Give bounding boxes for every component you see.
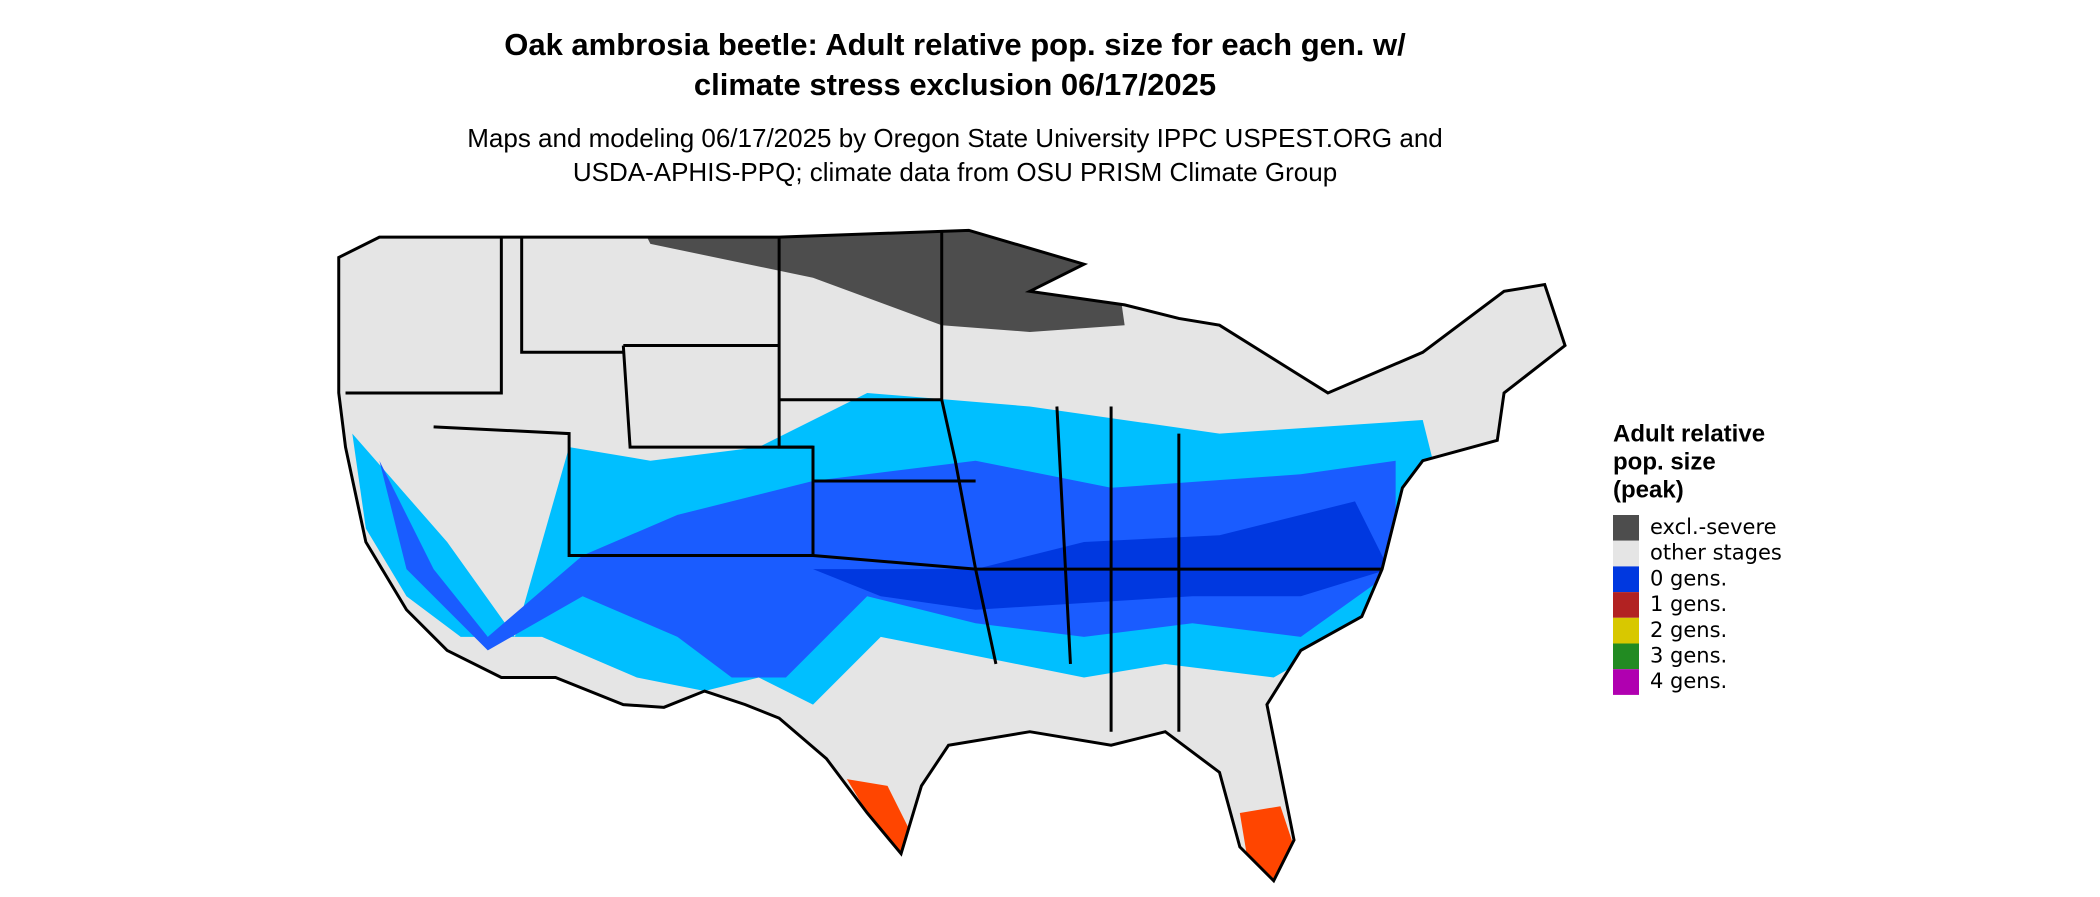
- legend-swatch: [1613, 617, 1639, 644]
- legend-label: 4 gens.: [1650, 669, 1727, 693]
- mid-activity-region: [379, 460, 1396, 678]
- subtitle: Maps and modeling 06/17/2025 by Oregon S…: [467, 123, 1443, 153]
- legend-swatch: [1613, 669, 1639, 695]
- legend-swatch: [1613, 540, 1639, 567]
- us-map: [337, 228, 1567, 883]
- map-layers: [352, 230, 1437, 881]
- gens-region: [846, 779, 922, 857]
- legend-swatch: [1613, 643, 1639, 670]
- legend-title: pop. size: [1613, 448, 1716, 475]
- legend-label: 2 gens.: [1650, 618, 1727, 642]
- legend-label: 3 gens.: [1650, 644, 1727, 668]
- legend-swatch: [1613, 592, 1639, 618]
- subtitle: USDA-APHIS-PPQ; climate data from OSU PR…: [573, 157, 1337, 187]
- zero-gens-region: [813, 501, 1389, 610]
- legend-title: Adult relative: [1613, 420, 1765, 447]
- legend-label: other stages: [1650, 541, 1782, 565]
- legend-label: 1 gens.: [1650, 592, 1727, 616]
- legend-title: (peak): [1613, 476, 1684, 503]
- excluded-region: [643, 230, 1125, 332]
- gens-region: [1239, 806, 1295, 881]
- legend-label: 0 gens.: [1650, 566, 1727, 590]
- title: climate stress exclusion 06/17/2025: [694, 67, 1216, 102]
- title: Oak ambrosia beetle: Adult relative pop.…: [504, 27, 1406, 62]
- legend-label: excl.-severe: [1650, 515, 1777, 539]
- legend-swatch: [1613, 515, 1639, 541]
- legend-swatch: [1613, 566, 1639, 593]
- state-lines: [337, 228, 1567, 883]
